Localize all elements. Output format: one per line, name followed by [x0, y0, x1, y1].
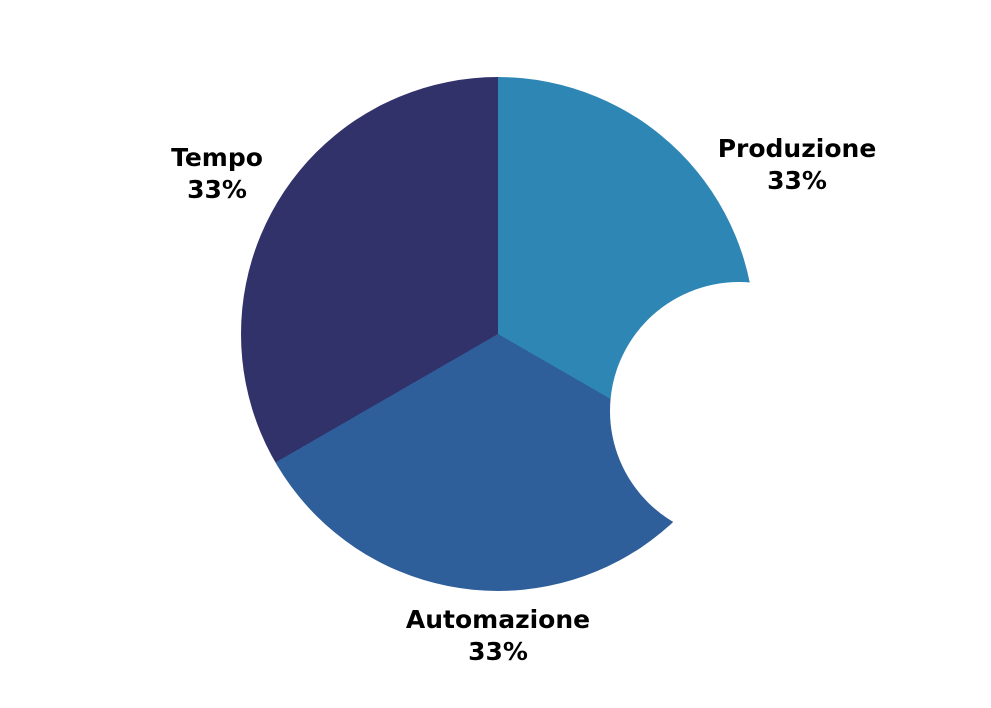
slice-name-produzione: Produzione	[717, 134, 877, 163]
slice-name-automazione: Automazione	[405, 605, 591, 634]
slice-pct-tempo: 33%	[187, 175, 247, 204]
slice-label-automazione: Automazione 33%	[378, 604, 618, 668]
slice-label-tempo: Tempo 33%	[97, 142, 337, 206]
slice-name-tempo: Tempo	[171, 143, 263, 172]
slice-label-produzione: Produzione 33%	[677, 133, 917, 197]
donut-chart	[241, 77, 868, 591]
donut-hole	[610, 282, 868, 540]
slice-pct-produzione: 33%	[767, 166, 827, 195]
slice-pct-automazione: 33%	[468, 637, 528, 666]
